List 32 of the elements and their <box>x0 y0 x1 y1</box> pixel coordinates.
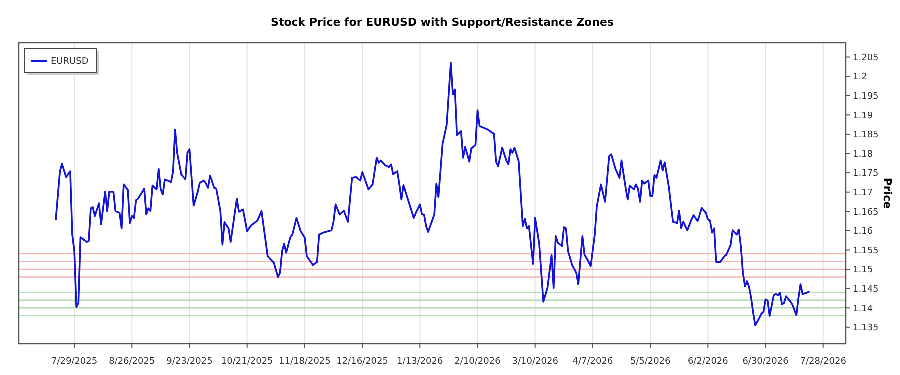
y-tick-label: 1.165 <box>853 208 879 218</box>
y-tick-label: 1.195 <box>853 92 879 102</box>
y-tick-label: 1.2 <box>853 72 868 83</box>
y-tick-label: 1.18 <box>853 150 874 160</box>
x-tick-label: 7/29/2025 <box>51 357 98 367</box>
y-tick-label: 1.205 <box>853 53 879 64</box>
x-tick-label: 10/21/2025 <box>221 357 274 367</box>
y-axis-title: Price <box>881 178 894 210</box>
y-tick-label: 1.145 <box>853 284 879 295</box>
y-tick-label: 1.15 <box>853 266 874 276</box>
y-tick-label: 1.135 <box>853 324 879 334</box>
chart-title: Stock Price for EURUSD with Support/Resistance Zones <box>271 16 614 29</box>
x-tick-label: 3/10/2026 <box>512 357 559 367</box>
x-tick-label: 12/16/2025 <box>336 357 388 367</box>
x-tick-label: 2/10/2026 <box>454 357 502 367</box>
x-tick-label: 1/13/2026 <box>397 357 444 367</box>
x-tick-label: 11/18/2025 <box>279 357 331 367</box>
y-tick-label: 1.17 <box>853 188 874 198</box>
y-tick-label: 1.175 <box>853 169 879 180</box>
y-tick-label: 1.16 <box>853 227 874 238</box>
y-tick-label: 1.185 <box>853 130 879 141</box>
y-tick-label: 1.19 <box>853 111 874 122</box>
x-tick-label: 7/28/2026 <box>800 357 847 367</box>
y-tick-label: 1.155 <box>853 246 879 256</box>
x-tick-label: 4/7/2026 <box>572 357 614 367</box>
y-tick-label: 1.14 <box>853 304 874 314</box>
x-tick-label: 6/2/2026 <box>688 357 729 367</box>
x-tick-label: 9/23/2025 <box>166 357 213 367</box>
x-tick-label: 5/5/2026 <box>630 357 672 367</box>
legend-label: EURUSD <box>51 57 89 68</box>
x-tick-label: 6/30/2026 <box>742 357 790 367</box>
x-tick-label: 8/26/2025 <box>109 357 156 367</box>
